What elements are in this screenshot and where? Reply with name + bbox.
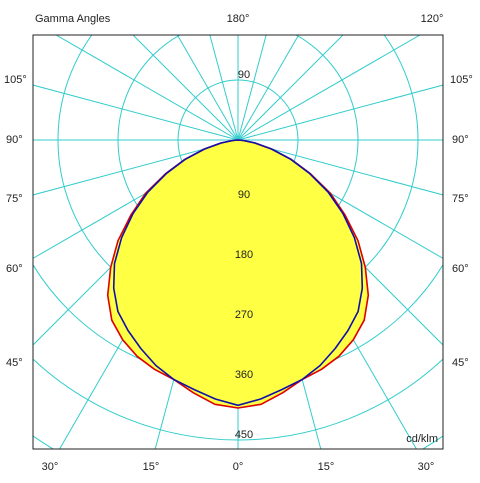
radial-tick-label: 90	[238, 189, 250, 201]
bottom-angle-label: 30°	[418, 461, 435, 473]
right-angle-label: 105°	[450, 74, 473, 86]
top-right-angle-label: 120°	[421, 13, 444, 25]
grid-radial-line	[33, 139, 239, 259]
right-angle-label: 90°	[452, 134, 469, 146]
grid-radial-line	[237, 35, 344, 141]
plot-frame	[32, 34, 444, 450]
series-group	[106, 139, 370, 409]
left-angle-label: 60°	[6, 263, 23, 275]
bottom-angle-label: 15°	[143, 461, 160, 473]
radial-tick-labels: 90 90 180 270 360 450	[235, 69, 253, 441]
bottom-angle-label: 0°	[233, 461, 244, 473]
grid-radial-line	[237, 139, 443, 259]
radial-tick-label: 180	[235, 249, 253, 261]
bottom-angle-label: 15°	[318, 461, 335, 473]
grid-radial-line	[33, 84, 239, 141]
radial-tick-label: 360	[235, 369, 253, 381]
left-angle-label: 45°	[6, 357, 23, 369]
left-angle-label: 90°	[6, 134, 23, 146]
grid-radial-line	[237, 35, 300, 141]
grid-radial-line	[33, 139, 239, 196]
grid-radial-line	[237, 84, 443, 141]
radial-tick-label: 90	[238, 69, 250, 81]
grid-radial-line	[176, 35, 239, 141]
top-center-angle-label: 180°	[227, 13, 250, 25]
right-angle-label: 45°	[452, 357, 469, 369]
chart-title: Gamma Angles	[35, 13, 111, 25]
grid-radial-line	[237, 139, 443, 196]
right-angle-label: 60°	[452, 263, 469, 275]
left-angle-label: 105°	[4, 74, 27, 86]
series-curve-0	[106, 139, 370, 409]
grid-radial-line	[132, 35, 239, 141]
left-angle-label: 75°	[6, 193, 23, 205]
series-curve-1	[112, 139, 364, 407]
radial-tick-label: 450	[235, 429, 253, 441]
radial-tick-label: 270	[235, 309, 253, 321]
right-angle-label: 75°	[452, 193, 469, 205]
grid-radial-line	[55, 35, 239, 141]
unit-label: cd/klm	[406, 433, 438, 445]
grid-radial-line	[237, 35, 421, 141]
bottom-angle-label: 30°	[42, 461, 59, 473]
